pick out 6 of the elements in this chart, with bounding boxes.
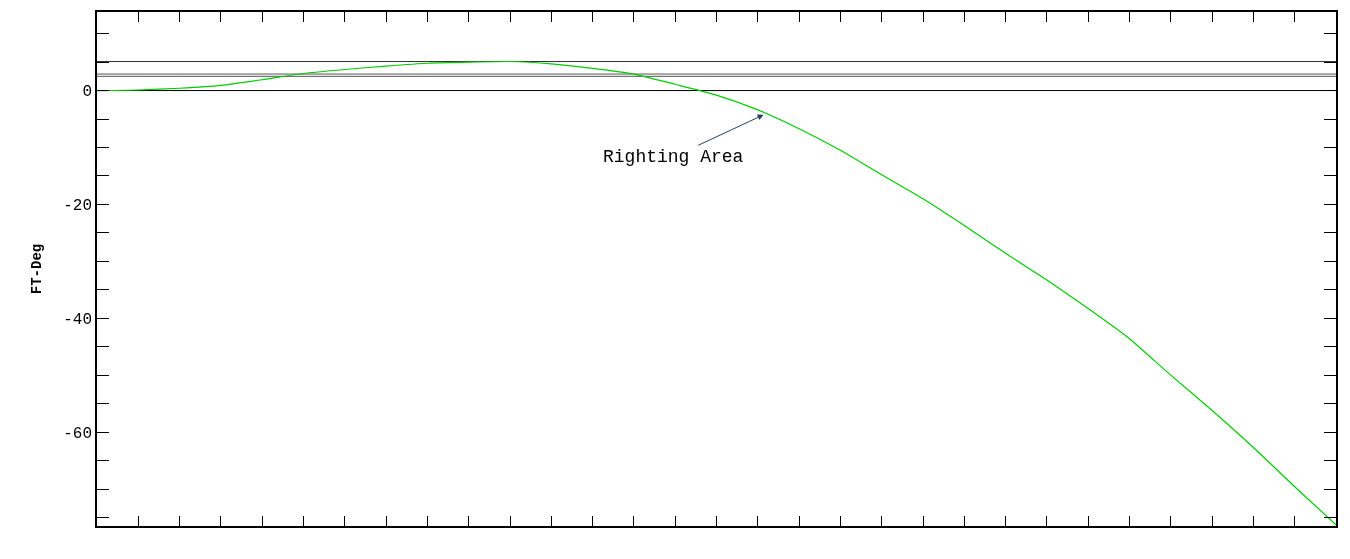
y-tick-label: 0	[82, 83, 93, 102]
annotation: Righting Area	[603, 147, 744, 167]
y-tick-label: -60	[63, 424, 93, 443]
y-tick-label: -40	[63, 310, 93, 329]
y-axis-title: FT-Deg	[29, 243, 46, 295]
y-tick-label: -20	[63, 196, 93, 215]
